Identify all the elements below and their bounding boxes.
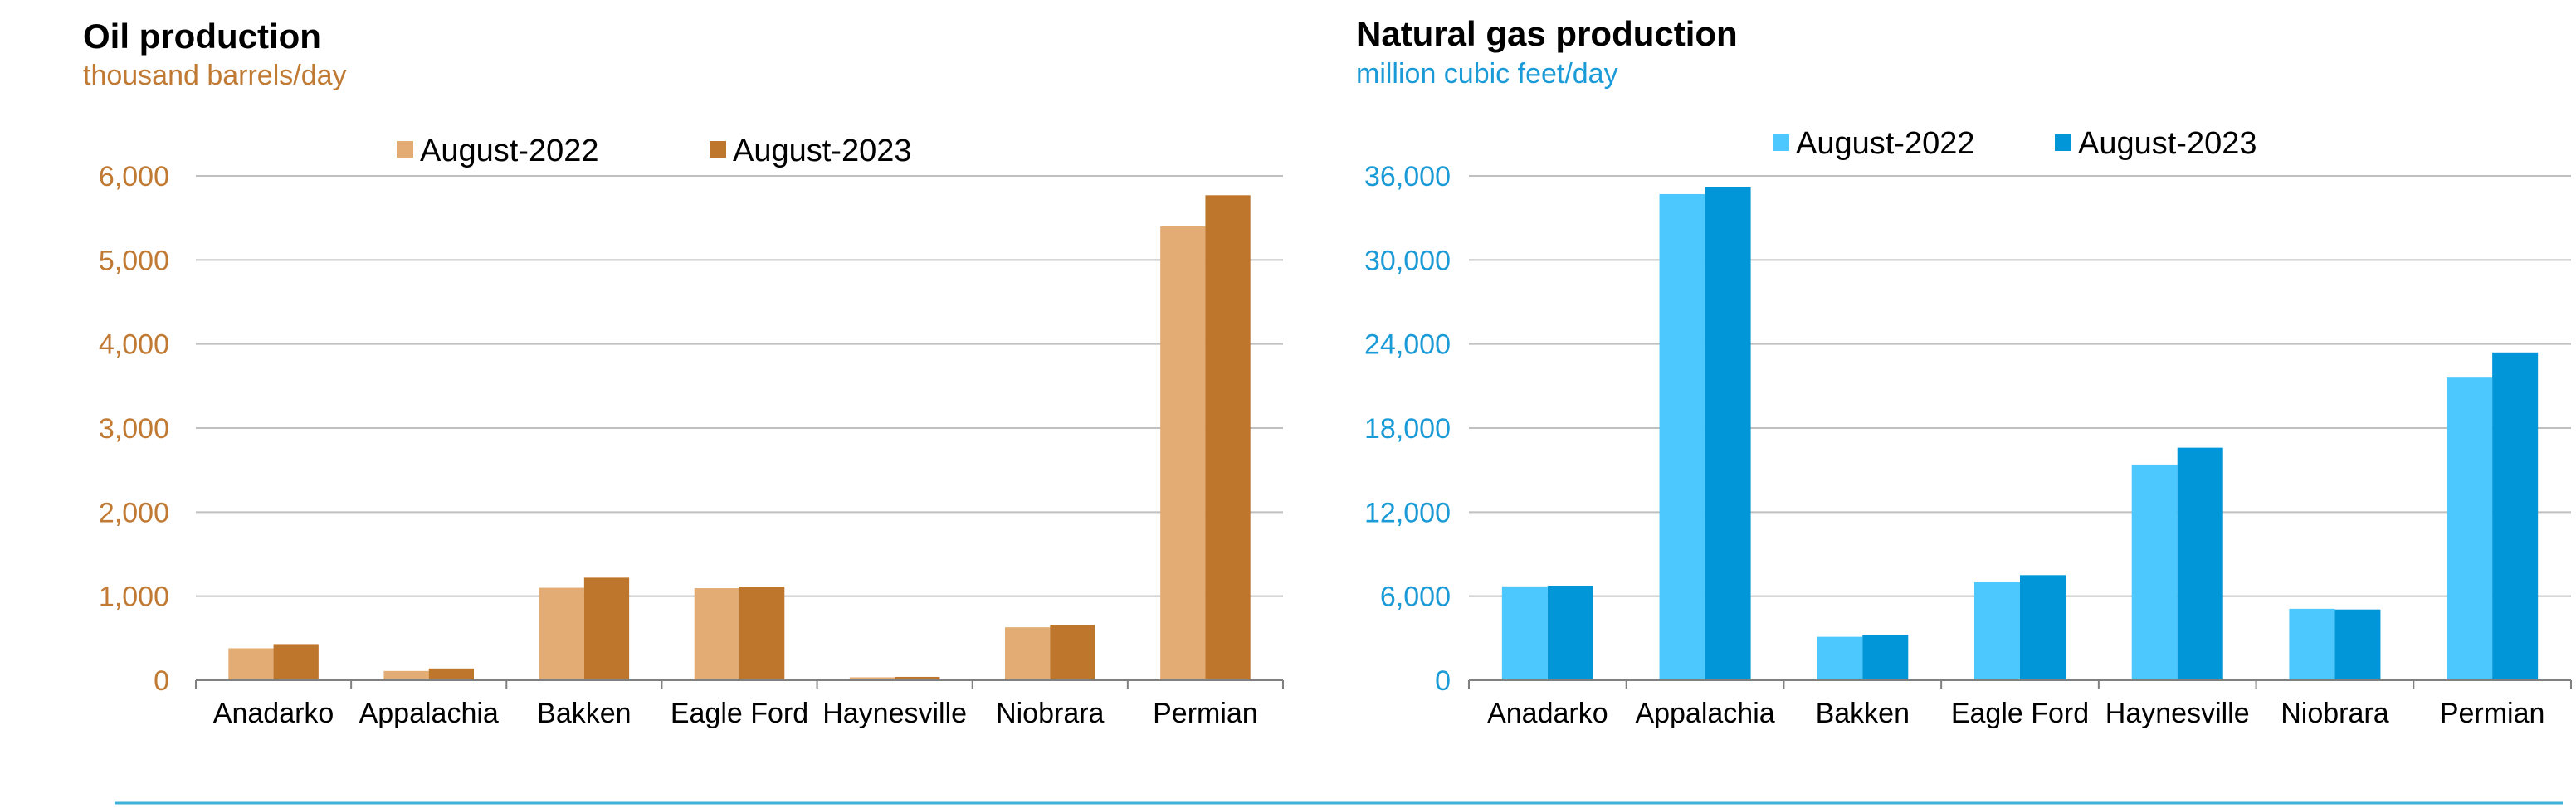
oil-bar-permian-2022: [1160, 226, 1206, 680]
oil-legend-swatch-2022: [397, 141, 413, 158]
oil-legend-label-2022: August-2022: [420, 134, 599, 168]
gas-x-tick-label: Appalachia: [1635, 698, 1774, 729]
oil-bar-haynesville-2023: [895, 676, 940, 680]
gas-y-tick-label: 12,000: [1364, 497, 1451, 528]
oil-y-tick-label: 2,000: [99, 497, 169, 528]
gas-bar-haynesville-2022: [2131, 464, 2178, 680]
gas-bar-bakken-2023: [1862, 635, 1909, 680]
gas-bar-permian-2023: [2492, 352, 2539, 680]
oil-bar-niobrara-2022: [1005, 627, 1051, 680]
oil-chart-title: Oil production: [83, 17, 321, 56]
oil-y-tick-label: 1,000: [99, 582, 169, 613]
gas-bar-eagle-ford-2023: [2020, 575, 2066, 680]
oil-y-tick-label: 5,000: [99, 245, 169, 276]
gas-gridlines: [1469, 175, 2571, 597]
gas-bars: [1501, 187, 2539, 680]
oil-x-axis: Anadarko Appalachia Bakken Eagle Ford Haynes…: [195, 679, 1284, 729]
gas-legend-label-2022: August-2022: [1796, 126, 1975, 161]
gas-bar-eagle-ford-2022: [1973, 582, 2020, 680]
oil-y-tick-label: 6,000: [99, 161, 169, 192]
gas-bar-appalachia-2023: [1705, 187, 1751, 680]
gas-bar-anadarko-2022: [1501, 586, 1548, 680]
gas-legend-label-2023: August-2023: [2078, 126, 2257, 161]
oil-bars: [228, 195, 1251, 681]
oil-gridlines: [196, 175, 1283, 597]
gas-x-axis: Anadarko Appalachia Bakken Eagle Ford Haynes…: [1468, 679, 2572, 729]
oil-x-tick-label: Permian: [1153, 698, 1258, 729]
oil-bar-anadarko-2023: [273, 644, 319, 680]
oil-bar-permian-2023: [1205, 195, 1251, 681]
oil-bar-haynesville-2022: [849, 677, 895, 680]
gas-y-axis: 0 6,000 12,000 18,000 24,000 30,000 36,000: [1364, 161, 1451, 697]
oil-x-tick-label: Appalachia: [359, 698, 499, 729]
gas-x-tick-label: Eagle Ford: [1951, 698, 2089, 729]
gas-bar-haynesville-2023: [2177, 447, 2223, 680]
oil-bar-eagle-ford-2022: [694, 588, 739, 680]
gas-legend-swatch-2023: [2055, 134, 2071, 151]
gas-x-tick-label: Niobrara: [2281, 698, 2388, 729]
gas-y-tick-label: 6,000: [1380, 582, 1451, 613]
gas-chart-subtitle: million cubic feet/day: [1356, 58, 1618, 90]
gas-y-tick-label: 18,000: [1364, 413, 1451, 445]
oil-production-chart: Oil production thousand barrels/day Augu…: [83, 17, 1284, 729]
gas-y-tick-label: 30,000: [1364, 245, 1451, 276]
oil-bar-niobrara-2023: [1050, 625, 1095, 680]
oil-bar-bakken-2022: [539, 587, 584, 680]
oil-legend: August-2022 August-2023: [397, 134, 912, 168]
gas-x-tick-label: Bakken: [1816, 698, 1910, 729]
gas-bar-niobrara-2022: [2289, 608, 2335, 680]
oil-y-tick-label: 3,000: [99, 413, 169, 445]
gas-x-tick-label: Anadarko: [1487, 698, 1608, 729]
gas-bar-bakken-2022: [1817, 636, 1863, 680]
gas-x-tick-label: Haynesville: [2105, 698, 2250, 729]
gas-bar-appalachia-2022: [1659, 193, 1705, 680]
oil-legend-label-2023: August-2023: [733, 134, 912, 168]
oil-bar-appalachia-2023: [428, 668, 474, 680]
oil-bar-eagle-ford-2023: [739, 587, 785, 680]
gas-y-tick-label: 24,000: [1364, 329, 1451, 361]
natural-gas-production-chart: Natural gas production million cubic fee…: [1356, 14, 2572, 729]
gas-y-tick-label: 36,000: [1364, 161, 1451, 192]
gas-bar-permian-2022: [2447, 377, 2493, 680]
oil-legend-swatch-2023: [710, 141, 726, 158]
oil-x-tick-label: Anadarko: [213, 698, 334, 729]
gas-chart-title: Natural gas production: [1356, 14, 1738, 53]
gas-legend: August-2022 August-2023: [1773, 126, 2257, 161]
oil-x-tick-label: Niobrara: [996, 698, 1104, 729]
oil-bar-anadarko-2022: [228, 648, 274, 680]
oil-y-tick-label: 4,000: [99, 329, 169, 361]
gas-bar-niobrara-2023: [2334, 609, 2381, 680]
oil-x-tick-label: Haynesville: [822, 698, 967, 729]
oil-x-tick-label: Bakken: [537, 698, 631, 729]
gas-legend-swatch-2022: [1773, 134, 1789, 151]
oil-y-axis: 0 1,000 2,000 3,000 4,000 5,000 6,000: [99, 161, 169, 697]
gas-y-tick-label: 0: [1435, 665, 1451, 697]
gas-bar-anadarko-2023: [1547, 586, 1593, 680]
oil-bar-bakken-2023: [583, 577, 630, 680]
oil-bar-appalachia-2022: [383, 670, 429, 680]
oil-chart-subtitle: thousand barrels/day: [83, 60, 347, 91]
oil-y-tick-label: 0: [154, 665, 169, 697]
gas-x-tick-label: Permian: [2440, 698, 2545, 729]
oil-x-tick-label: Eagle Ford: [671, 698, 808, 729]
